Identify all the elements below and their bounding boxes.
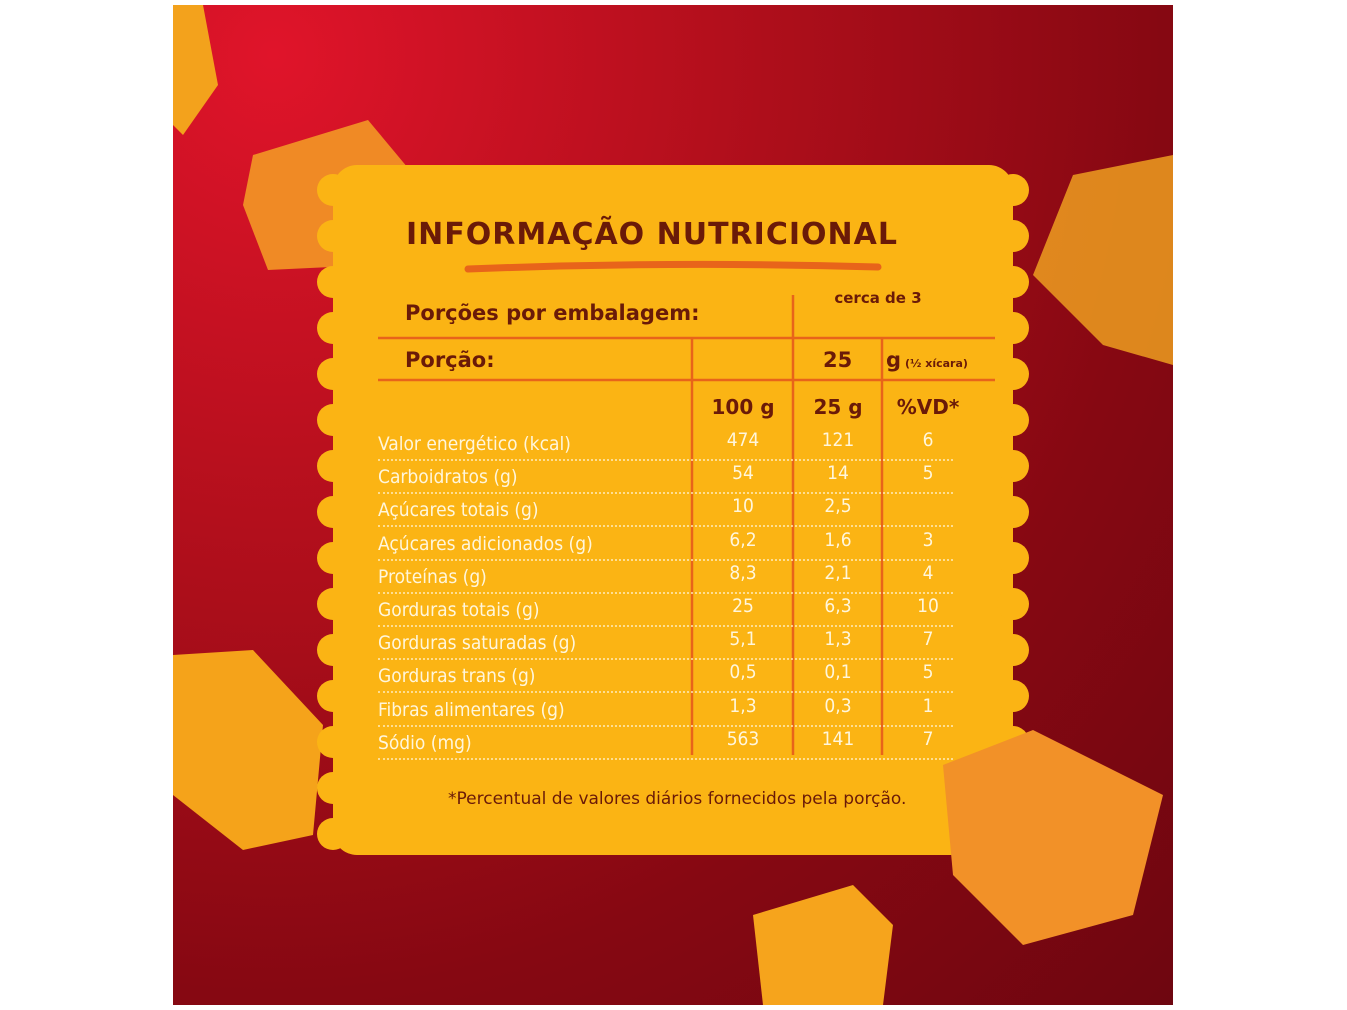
nutrient-value: 141 <box>821 727 855 750</box>
label-image: INFORMAÇÃO NUTRICIONAL Porções por embal… <box>173 5 1173 1005</box>
nutrient-value: 1,6 <box>824 528 852 551</box>
nutrient-name: Gorduras trans (g) <box>378 665 536 688</box>
row-leader <box>378 525 953 528</box>
nutrient-value: 0,3 <box>824 694 852 717</box>
row-leader <box>378 625 953 627</box>
nutrient-value: 6 <box>922 429 934 451</box>
nutrient-value: 8,3 <box>729 561 757 584</box>
cheese-cube <box>753 885 893 1005</box>
nutrient-value: 1,3 <box>729 694 757 717</box>
table-lines <box>378 295 995 755</box>
row-leader <box>378 724 953 727</box>
nutrient-name: Carboidratos (g) <box>378 466 518 489</box>
row-leader <box>378 757 953 760</box>
nutrient-value: 6,2 <box>729 528 757 551</box>
decor <box>173 5 1173 1005</box>
servings-value: cerca de 3 <box>834 289 922 307</box>
row-leader <box>378 558 953 561</box>
title-underline <box>464 260 882 273</box>
title: INFORMAÇÃO NUTRICIONAL <box>406 217 898 252</box>
nutrient-value: 0,5 <box>729 661 757 684</box>
column-header: 25 g <box>813 395 863 419</box>
nutrient-value: 14 <box>827 462 849 485</box>
cheese-cube <box>173 5 218 135</box>
portion-unit: g <box>886 348 902 372</box>
nutrient-name: Açúcares totais (g) <box>378 499 539 522</box>
nutrient-name: Gorduras saturadas (g) <box>378 632 577 655</box>
row-leader <box>378 492 953 495</box>
nutrient-value: 54 <box>732 462 754 485</box>
nutrient-value: 2,5 <box>824 495 852 518</box>
nutrient-value: 3 <box>922 528 934 551</box>
column-header: 100 g <box>711 395 775 419</box>
row-leader <box>378 658 953 661</box>
nutrient-value: 1 <box>922 694 934 717</box>
nutrient-value: 2,1 <box>824 561 852 584</box>
nutrient-name: Açúcares adicionados (g) <box>378 532 593 555</box>
nutrient-value: 7 <box>922 727 934 750</box>
portion-label: Porção: <box>405 348 495 372</box>
footnote: *Percentual de valores diários fornecido… <box>448 789 907 809</box>
nutrient-value: 5,1 <box>729 628 757 651</box>
nutrient-value: 5 <box>922 462 934 485</box>
cheese-cube <box>1033 155 1173 365</box>
nutrient-value: 10 <box>732 495 754 518</box>
nutrient-value: 10 <box>917 595 939 617</box>
nutrient-value: 0,1 <box>824 661 852 684</box>
nutrient-value: 6,3 <box>824 595 852 617</box>
cracker <box>943 730 1163 945</box>
nutrient-value: 4 <box>922 561 934 584</box>
row-leader <box>378 459 953 461</box>
nutrient-value: 474 <box>726 429 760 451</box>
nutrient-value: 7 <box>922 628 934 651</box>
nutrient-name: Valor energético (kcal) <box>378 433 571 455</box>
nutrient-value: 121 <box>821 429 855 451</box>
cheese-cube <box>173 650 323 850</box>
nutrient-name: Sódio (mg) <box>378 731 472 754</box>
nutrient-value: 25 <box>732 595 754 617</box>
portion-value: 25 <box>823 348 853 372</box>
nutrient-name: Fibras alimentares (g) <box>378 698 565 721</box>
nutrient-value: 563 <box>726 727 760 750</box>
nutrient-value: 5 <box>922 661 934 684</box>
nutrient-name: Gorduras totais (g) <box>378 599 540 621</box>
row-leader <box>378 691 953 694</box>
portion-note: (½ xícara) <box>905 357 968 370</box>
nutrient-value: 1,3 <box>824 628 852 651</box>
servings-label: Porções por embalagem: <box>405 301 700 325</box>
column-header: %VD* <box>896 395 960 419</box>
row-leader <box>378 591 953 594</box>
nutrient-name: Proteínas (g) <box>378 565 487 588</box>
